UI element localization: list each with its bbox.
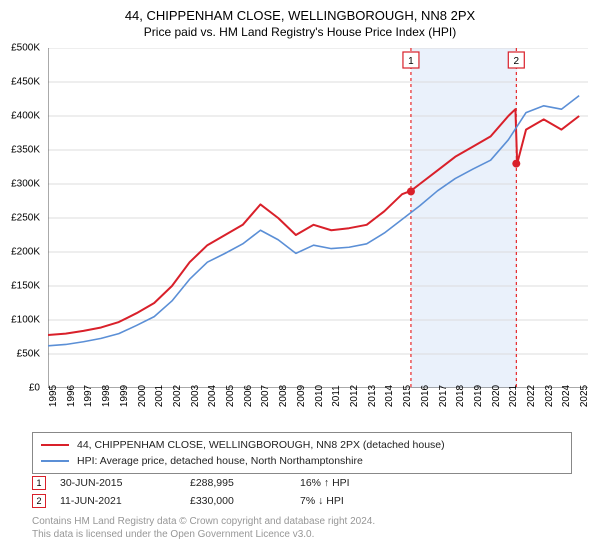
x-tick-label: 1996 <box>66 385 77 407</box>
x-tick-label: 2000 <box>137 385 148 407</box>
x-tick-label: 2009 <box>296 385 307 407</box>
footer-line1: Contains HM Land Registry data © Crown c… <box>32 516 572 529</box>
x-tick-label: 2016 <box>420 385 431 407</box>
sale-row: 2 11-JUN-2021£330,0007% ↓ HPI <box>32 492 572 510</box>
x-tick-label: 2014 <box>384 385 395 407</box>
chart-plot-area: 12 <box>48 48 588 388</box>
sale-point <box>512 160 520 168</box>
x-tick-label: 2008 <box>278 385 289 407</box>
x-tick-label: 2022 <box>526 385 537 407</box>
x-tick-label: 1997 <box>83 385 94 407</box>
chart-svg: 12 <box>48 48 588 388</box>
y-tick-label: £0 <box>29 383 40 394</box>
sale-marker-badge: 2 <box>508 52 524 68</box>
sale-row: 1 30-JUN-2015£288,99516% ↑ HPI <box>32 474 572 492</box>
x-tick-label: 2001 <box>154 385 165 407</box>
x-tick-label: 1999 <box>119 385 130 407</box>
x-tick-label: 2007 <box>260 385 271 407</box>
x-tick-label: 2002 <box>172 385 183 407</box>
x-tick-label: 2010 <box>314 385 325 407</box>
x-tick-label: 2015 <box>402 385 413 407</box>
svg-text:2: 2 <box>514 56 520 67</box>
sale-badge: 2 <box>32 494 46 508</box>
svg-text:1: 1 <box>408 56 414 67</box>
x-tick-label: 2011 <box>331 385 342 407</box>
legend-swatch <box>41 460 69 462</box>
sale-date: 11-JUN-2021 <box>60 495 190 507</box>
page-title: 44, CHIPPENHAM CLOSE, WELLINGBOROUGH, NN… <box>0 8 600 23</box>
page-subtitle: Price paid vs. HM Land Registry's House … <box>0 25 600 39</box>
x-tick-label: 2005 <box>225 385 236 407</box>
y-tick-label: £400K <box>11 111 40 122</box>
x-tick-label: 2004 <box>207 385 218 407</box>
legend: 44, CHIPPENHAM CLOSE, WELLINGBOROUGH, NN… <box>32 432 572 474</box>
x-tick-label: 2017 <box>438 385 449 407</box>
sale-badge: 1 <box>32 476 46 490</box>
y-tick-label: £150K <box>11 281 40 292</box>
x-tick-label: 2012 <box>349 385 360 407</box>
y-tick-label: £100K <box>11 315 40 326</box>
y-tick-label: £350K <box>11 145 40 156</box>
legend-item: 44, CHIPPENHAM CLOSE, WELLINGBOROUGH, NN… <box>41 437 563 453</box>
sale-marker-badge: 1 <box>403 52 419 68</box>
y-axis: £0£50K£100K£150K£200K£250K£300K£350K£400… <box>0 48 44 388</box>
sale-marker-table: 1 30-JUN-2015£288,99516% ↑ HPI 2 11-JUN-202… <box>32 474 572 510</box>
x-tick-label: 2023 <box>544 385 555 407</box>
title-block: 44, CHIPPENHAM CLOSE, WELLINGBOROUGH, NN… <box>0 0 600 43</box>
footer: Contains HM Land Registry data © Crown c… <box>32 516 572 541</box>
x-tick-label: 2013 <box>367 385 378 407</box>
x-axis: 1995199619971998199920002001200220032004… <box>48 392 588 432</box>
sale-delta: 7% ↓ HPI <box>300 495 344 507</box>
x-tick-label: 2006 <box>243 385 254 407</box>
sale-price: £288,995 <box>190 477 300 489</box>
sale-date: 30-JUN-2015 <box>60 477 190 489</box>
x-tick-label: 2020 <box>491 385 502 407</box>
x-tick-label: 2018 <box>455 385 466 407</box>
legend-item: HPI: Average price, detached house, Nort… <box>41 453 563 469</box>
x-tick-label: 2025 <box>579 385 590 407</box>
x-tick-label: 1995 <box>48 385 59 407</box>
legend-swatch <box>41 444 69 446</box>
sale-point <box>407 187 415 195</box>
y-tick-label: £50K <box>17 349 40 360</box>
x-tick-label: 1998 <box>101 385 112 407</box>
sale-delta: 16% ↑ HPI <box>300 477 350 489</box>
x-tick-label: 2003 <box>190 385 201 407</box>
y-tick-label: £300K <box>11 179 40 190</box>
legend-label: 44, CHIPPENHAM CLOSE, WELLINGBOROUGH, NN… <box>77 439 445 451</box>
x-tick-label: 2019 <box>473 385 484 407</box>
y-tick-label: £200K <box>11 247 40 258</box>
chart-container: 44, CHIPPENHAM CLOSE, WELLINGBOROUGH, NN… <box>0 0 600 560</box>
legend-label: HPI: Average price, detached house, Nort… <box>77 455 363 467</box>
y-tick-label: £450K <box>11 77 40 88</box>
y-tick-label: £250K <box>11 213 40 224</box>
footer-line2: This data is licensed under the Open Gov… <box>32 529 572 542</box>
sale-price: £330,000 <box>190 495 300 507</box>
x-tick-label: 2024 <box>561 385 572 407</box>
x-tick-label: 2021 <box>508 385 519 407</box>
y-tick-label: £500K <box>11 43 40 54</box>
